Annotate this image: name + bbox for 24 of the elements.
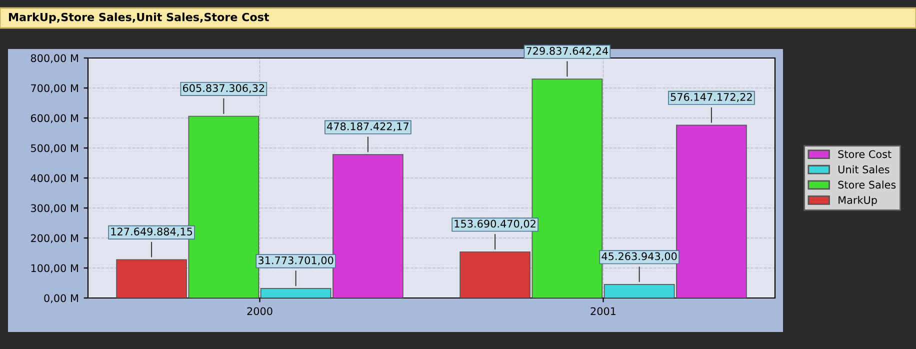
legend-label: Unit Sales [838,165,890,174]
data-label: 478.187.422,17 [327,122,408,132]
chart-title: MarkUp,Store Sales,Unit Sales,Store Cost [9,12,270,24]
x-tick-label: 2000 [247,307,272,316]
legend-label: Store Cost [838,150,892,158]
data-label: 127.649.884,15 [111,228,192,237]
data-label: 31.773.701,00 [258,256,334,266]
data-label: 729.837.642,24 [526,46,608,56]
data-label: 576.147.172,22 [670,93,752,102]
y-tick-label: 200,00 M [30,234,78,244]
y-tick-label: 100,00 M [31,264,78,274]
x-tick-label: 2001 [590,307,616,316]
y-tick-label: 700,00 M [31,84,78,94]
y-tick-label: 0,00 M [44,294,78,304]
y-tick-label: 500,00 M [31,144,78,154]
data-label: 605.837.306,32 [182,84,264,94]
y-tick-label: 400,00 M [30,174,78,184]
data-label: 153.690.470,02 [454,220,536,229]
legend-label: MarkUp [838,196,877,206]
y-tick-label: 600,00 M [30,114,78,124]
y-tick-label: 800,00 M [30,54,78,64]
y-tick-label: 300,00 M [31,204,78,214]
legend-label: Store Sales [838,180,896,189]
data-label: 45.263.943,00 [602,252,677,262]
